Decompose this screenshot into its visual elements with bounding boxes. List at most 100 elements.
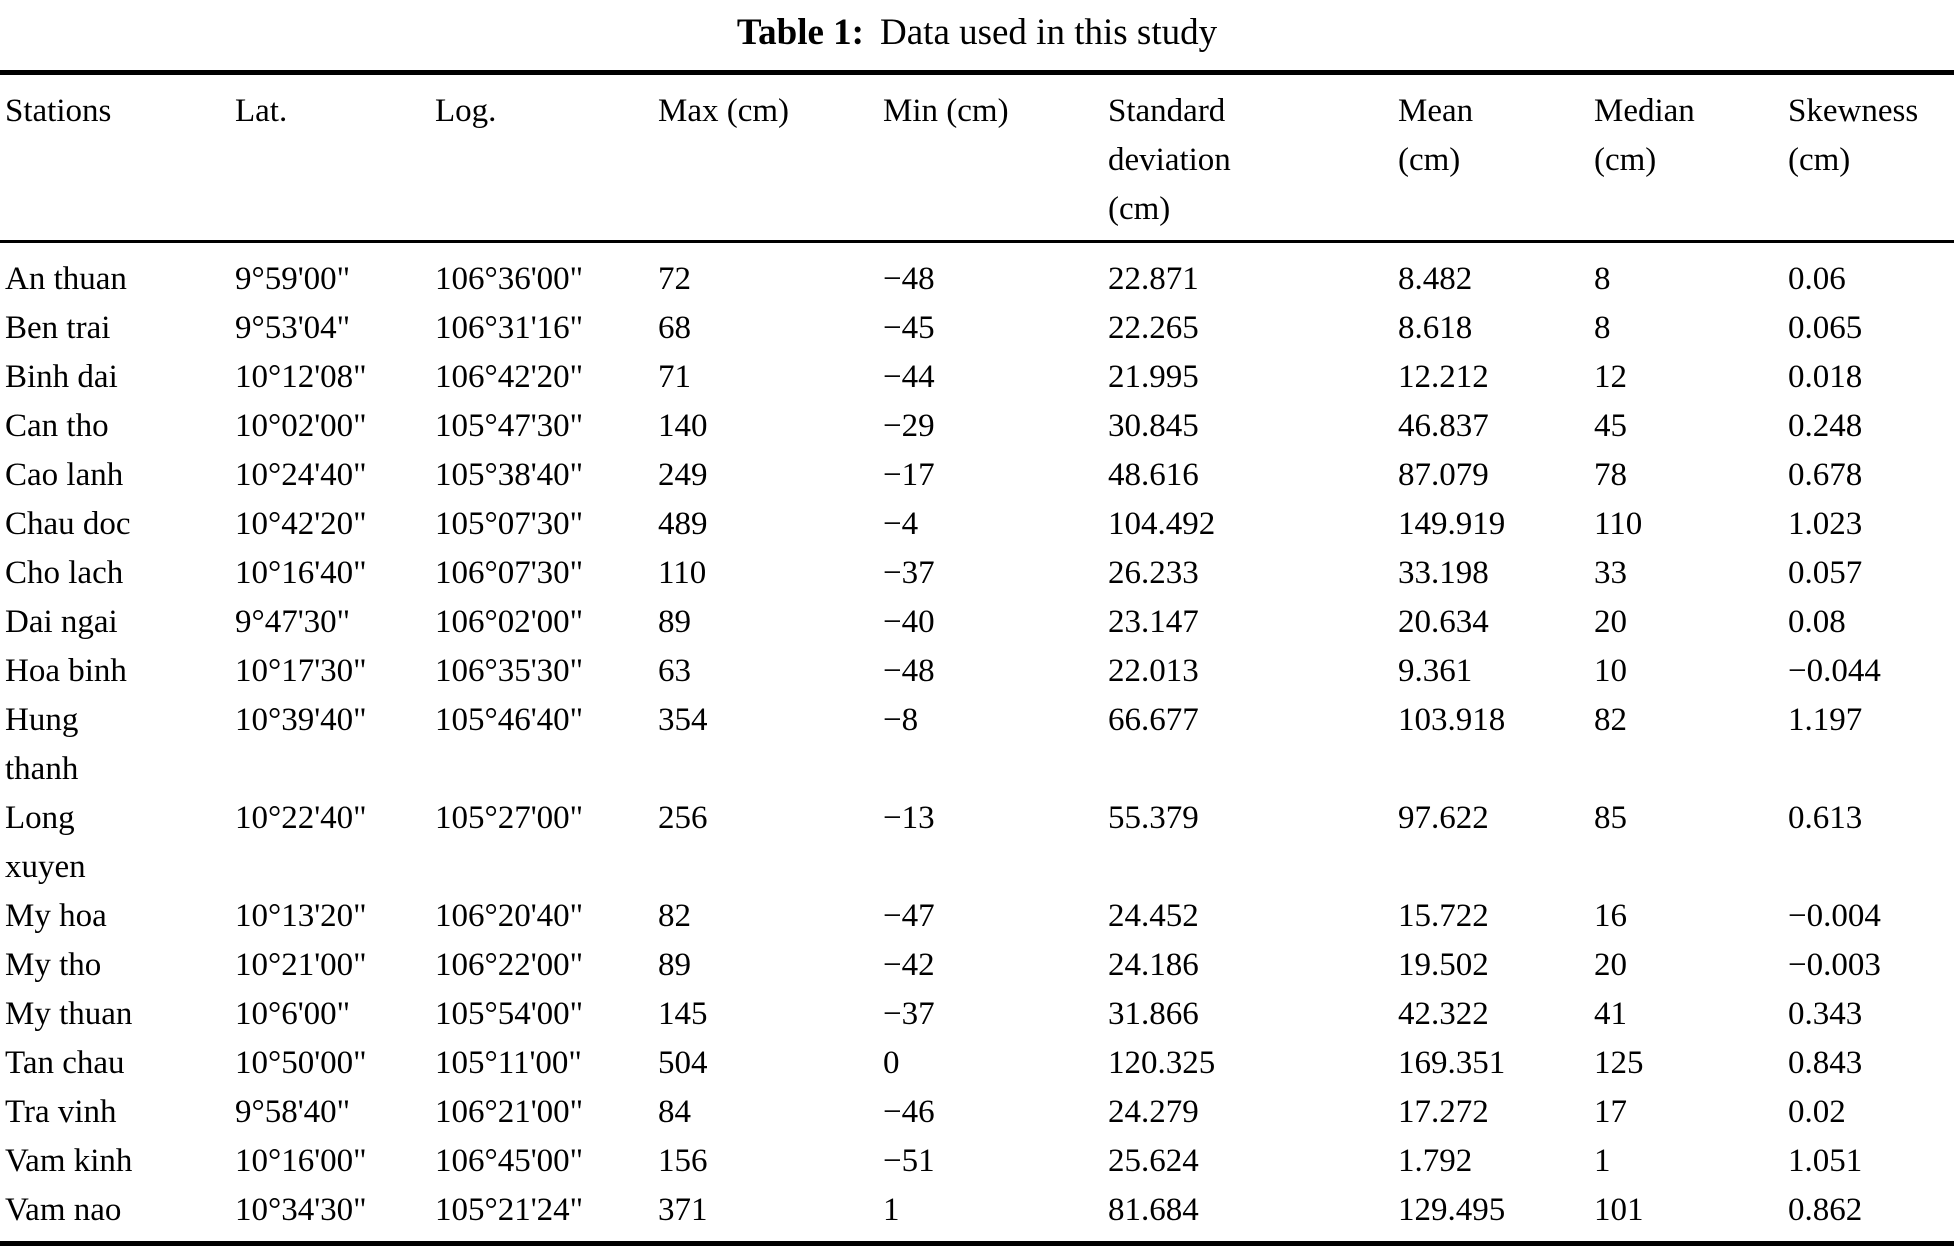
value-cell: 0.862 — [1788, 1192, 1863, 1228]
value-cell: 22.265 — [1108, 310, 1199, 346]
value-cell: 145 — [658, 996, 708, 1032]
value-cell: 504 — [658, 1045, 708, 1081]
value-cell: 22.013 — [1108, 653, 1199, 689]
table-row: Dai ngai 9°47'30" 106°02'00" 89 −40 23.147 20.… — [0, 598, 1954, 647]
value-cell: 156 — [658, 1143, 708, 1179]
value-cell: 1 — [1594, 1143, 1611, 1179]
value-cell: −4 — [883, 506, 919, 542]
value-cell: 10°24'40" — [235, 457, 367, 493]
column-header-median-cm: Median (cm) — [1594, 72, 1788, 243]
value-cell: 0.018 — [1788, 359, 1863, 395]
value-cell: 33 — [1594, 555, 1627, 591]
value-cell: −37 — [883, 555, 935, 591]
value-cell: 105°46'40" — [435, 702, 584, 738]
value-cell: 0.843 — [1788, 1045, 1863, 1081]
value-cell: 101 — [1594, 1192, 1644, 1228]
value-cell: 371 — [658, 1192, 708, 1228]
table-row: Cao lanh 10°24'40" 105°38'40" 249 −17 48.616 8… — [0, 451, 1954, 500]
table-row: Chau doc 10°42'20" 105°07'30" 489 −4 104.492 1… — [0, 500, 1954, 549]
value-cell: 0.248 — [1788, 408, 1863, 444]
column-header-stations: Stations — [0, 72, 235, 243]
value-cell: 103.918 — [1398, 702, 1506, 738]
table-caption-text: Data used in this study — [880, 12, 1218, 53]
value-cell: 110 — [658, 555, 707, 591]
value-cell: −48 — [883, 653, 935, 689]
value-cell: 105°07'30" — [435, 506, 584, 542]
value-cell: 0.613 — [1788, 800, 1863, 836]
value-cell: 81.684 — [1108, 1192, 1199, 1228]
value-cell: 31.866 — [1108, 996, 1199, 1032]
value-cell: −0.003 — [1788, 947, 1881, 983]
station-cell: Cho lach — [5, 555, 124, 591]
value-cell: 10°34'30" — [235, 1192, 367, 1228]
value-cell: 9°59'00" — [235, 261, 351, 297]
value-cell: 82 — [1594, 702, 1627, 738]
station-cell: My thuan — [5, 996, 133, 1032]
column-header-min-cm: Min (cm) — [883, 72, 1108, 243]
column-header-max-cm: Max (cm) — [658, 72, 883, 243]
value-cell: −46 — [883, 1094, 935, 1130]
value-cell: 0 — [883, 1045, 900, 1081]
station-cell: Long xuyen — [5, 800, 86, 885]
value-cell: 105°47'30" — [435, 408, 584, 444]
value-cell: 9°53'04" — [235, 310, 351, 346]
value-cell: 129.495 — [1398, 1192, 1506, 1228]
value-cell: 354 — [658, 702, 708, 738]
station-cell: Hung thanh — [5, 702, 79, 787]
value-cell: 106°35'30" — [435, 653, 584, 689]
value-cell: 149.919 — [1398, 506, 1506, 542]
value-cell: 106°02'00" — [435, 604, 584, 640]
value-cell: 71 — [658, 359, 691, 395]
column-header-skewness-cm: Skewness (cm) — [1788, 72, 1954, 243]
value-cell: 489 — [658, 506, 708, 542]
value-cell: 106°07'30" — [435, 555, 584, 591]
value-cell: 0.06 — [1788, 261, 1846, 297]
value-cell: 0.08 — [1788, 604, 1846, 640]
value-cell: 46.837 — [1398, 408, 1489, 444]
header-row: Stations Lat. Log. Max (cm) Min (cm) Standard… — [0, 72, 1954, 243]
value-cell: 48.616 — [1108, 457, 1199, 493]
value-cell: 25.624 — [1108, 1143, 1199, 1179]
table-body: An thuan 9°59'00" 106°36'00" 72 −48 22.871 8.4… — [0, 242, 1954, 1244]
station-cell: Tra vinh — [5, 1094, 117, 1130]
value-cell: 12.212 — [1398, 359, 1489, 395]
value-cell: −40 — [883, 604, 935, 640]
value-cell: 0.343 — [1788, 996, 1863, 1032]
value-cell: 8.482 — [1398, 261, 1473, 297]
table-row: Tra vinh 9°58'40" 106°21'00" 84 −46 24.279 17.… — [0, 1088, 1954, 1137]
value-cell: −51 — [883, 1143, 935, 1179]
value-cell: 106°21'00" — [435, 1094, 584, 1130]
table-row: An thuan 9°59'00" 106°36'00" 72 −48 22.871 8.4… — [0, 242, 1954, 305]
value-cell: 22.871 — [1108, 261, 1199, 297]
station-cell: My hoa — [5, 898, 107, 934]
table-row: Can tho 10°02'00" 105°47'30" 140 −29 30.845 46… — [0, 402, 1954, 451]
value-cell: 10°17'30" — [235, 653, 367, 689]
value-cell: 17.272 — [1398, 1094, 1489, 1130]
table-row: Ben trai 9°53'04" 106°31'16" 68 −45 22.265 8.6… — [0, 304, 1954, 353]
table-row: Binh dai 10°12'08" 106°42'20" 71 −44 21.995 12… — [0, 353, 1954, 402]
value-cell: 9.361 — [1398, 653, 1473, 689]
value-cell: 8.618 — [1398, 310, 1473, 346]
table-row: My thuan 10°6'00" 105°54'00" 145 −37 31.866 42… — [0, 990, 1954, 1039]
value-cell: −47 — [883, 898, 935, 934]
value-cell: 9°58'40" — [235, 1094, 351, 1130]
value-cell: 8 — [1594, 310, 1611, 346]
value-cell: 249 — [658, 457, 708, 493]
value-cell: 78 — [1594, 457, 1627, 493]
value-cell: 85 — [1594, 800, 1627, 836]
table-row: Cho lach 10°16'40" 106°07'30" 110 −37 26.233 3… — [0, 549, 1954, 598]
value-cell: 105°38'40" — [435, 457, 584, 493]
value-cell: 12 — [1594, 359, 1627, 395]
value-cell: 106°42'20" — [435, 359, 584, 395]
value-cell: 10°12'08" — [235, 359, 367, 395]
column-header-log: Log. — [435, 72, 658, 243]
value-cell: 26.233 — [1108, 555, 1199, 591]
value-cell: −48 — [883, 261, 935, 297]
value-cell: 10°16'00" — [235, 1143, 367, 1179]
value-cell: 82 — [658, 898, 691, 934]
value-cell: 105°27'00" — [435, 800, 584, 836]
value-cell: −0.044 — [1788, 653, 1881, 689]
value-cell: 66.677 — [1108, 702, 1199, 738]
value-cell: 21.995 — [1108, 359, 1199, 395]
